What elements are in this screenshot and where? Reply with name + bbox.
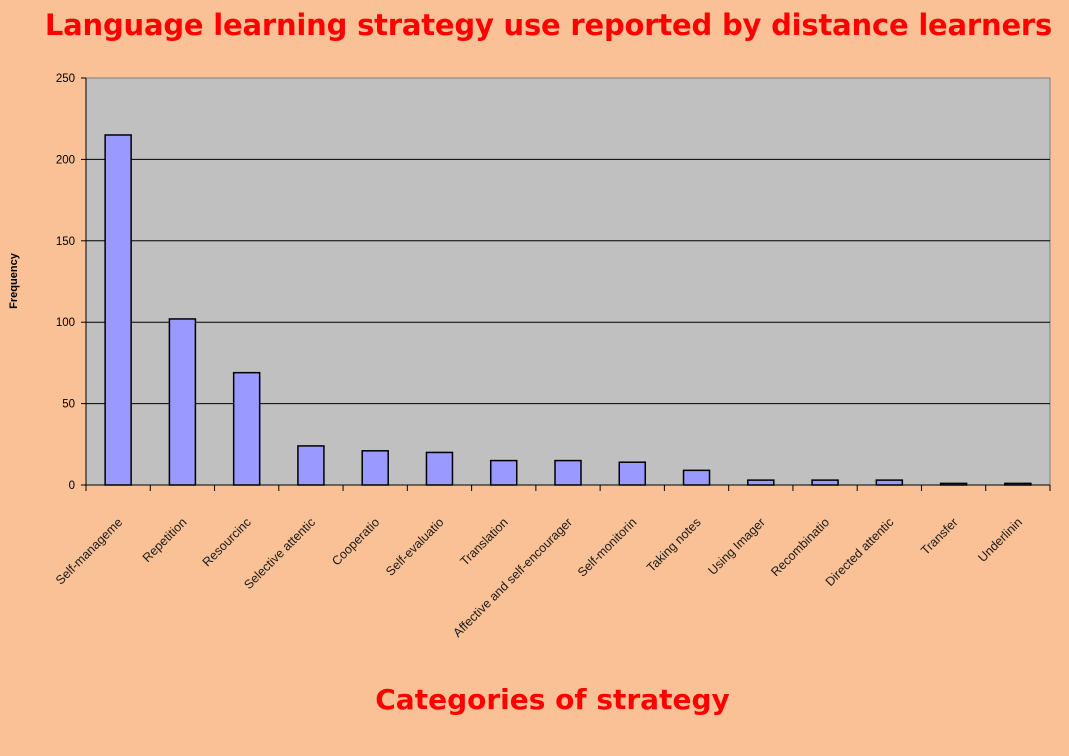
x-category-label: Resourcinc (200, 515, 254, 569)
y-tick-label: 0 (69, 480, 75, 492)
bar-8 (618, 461, 647, 486)
x-category-label: Selective attentic (241, 515, 318, 592)
y-tick-label: 200 (56, 154, 75, 166)
bar-9 (682, 469, 711, 486)
x-axis-title: Categories of strategy (375, 683, 730, 716)
x-category-label: Translation (458, 515, 511, 568)
y-tick-label: 250 (56, 73, 75, 85)
x-category-label: Affective and self-encourager (450, 515, 575, 640)
x-category-label: Self-monitorin (575, 515, 639, 579)
y-tick-label: 100 (56, 317, 75, 329)
chart-title: Language learning strategy use reported … (44, 8, 1053, 42)
x-category-label: Using Imager (705, 515, 767, 577)
bar-5 (425, 451, 454, 486)
x-category-label: Cooperatio (329, 515, 382, 568)
bar-12 (875, 479, 904, 486)
axes (81, 77, 1051, 491)
bar-2 (232, 371, 261, 486)
bar-10 (747, 479, 775, 486)
x-category-label: Self-evaluatio (383, 515, 446, 578)
bar-3 (297, 445, 325, 486)
y-tick-label: 150 (56, 236, 75, 248)
bar-11 (811, 479, 839, 486)
plot-area (85, 77, 1051, 486)
x-category-label: Directed attentic (823, 515, 897, 589)
x-category-label: Recombinatio (768, 515, 832, 579)
bar-7 (554, 459, 582, 486)
y-tick-label: 50 (62, 399, 75, 411)
x-category-label: Repetition (140, 515, 190, 565)
bar-1 (168, 318, 197, 486)
x-category-label: Taking notes (644, 515, 704, 575)
x-category-label: Self-manageme (53, 515, 125, 587)
bar-4 (361, 450, 389, 486)
bar-6 (489, 459, 518, 486)
x-category-label: Underlinin (975, 515, 1025, 565)
x-category-label: Transfer (918, 515, 960, 557)
bar-0 (104, 134, 132, 486)
